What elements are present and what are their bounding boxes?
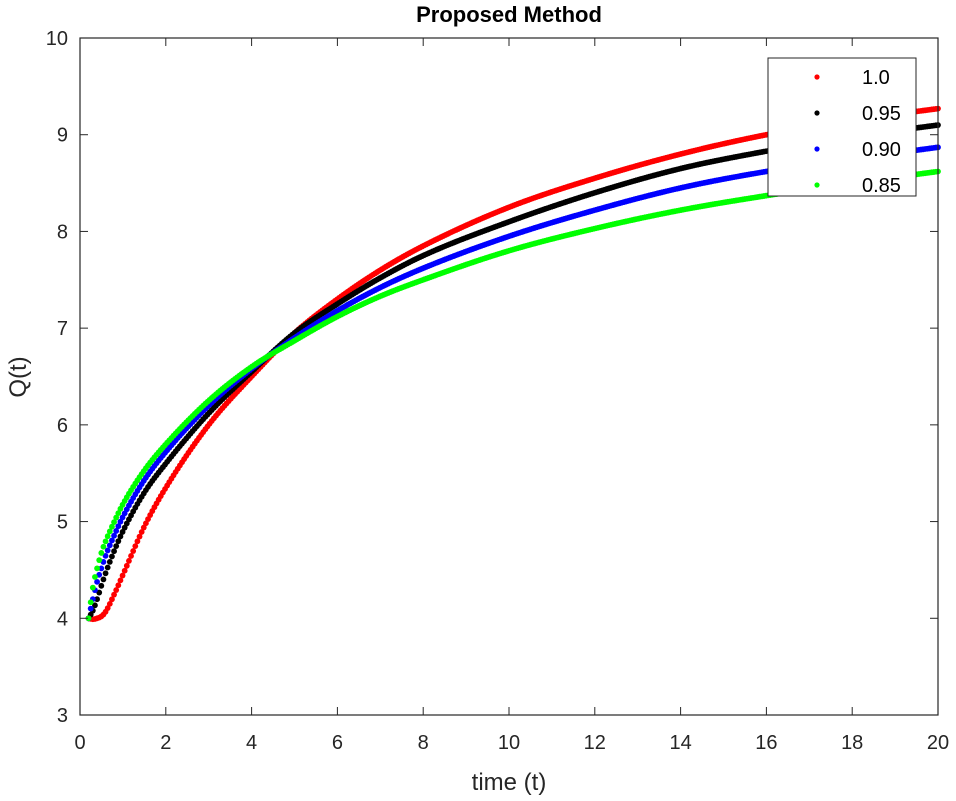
series-point <box>140 524 147 531</box>
chart-title: Proposed Method <box>416 2 602 27</box>
y-axis-label: Q(t) <box>5 356 32 397</box>
y-tick-label: 4 <box>57 608 68 630</box>
series-point <box>111 591 117 598</box>
series-point <box>128 553 134 559</box>
x-tick-label: 6 <box>332 732 343 754</box>
series-point <box>109 537 115 544</box>
series-point <box>96 557 103 564</box>
series-point <box>106 559 113 565</box>
series-point <box>102 552 109 559</box>
legend-marker <box>814 146 820 152</box>
series-point <box>119 529 126 535</box>
y-tick-label: 6 <box>57 415 68 437</box>
legend: 1.0 0.95 0.90 0.85 <box>767 57 917 197</box>
series-point <box>117 518 124 525</box>
series-point <box>92 574 98 580</box>
series-point <box>113 543 120 550</box>
legend-label: 0.95 <box>862 103 901 125</box>
series-point <box>87 599 94 606</box>
series-point <box>104 547 111 554</box>
series-point <box>98 550 105 556</box>
series-point <box>109 553 115 560</box>
series-point <box>92 602 98 609</box>
series-point <box>115 523 122 530</box>
x-tick-label: 8 <box>418 732 429 754</box>
y-tick-label: 8 <box>57 221 68 243</box>
legend-marker <box>814 182 820 188</box>
legend-box <box>767 57 917 197</box>
x-tick-label: 14 <box>669 732 691 754</box>
series-point <box>98 565 105 572</box>
series-point <box>100 543 107 550</box>
legend-marker <box>814 74 820 80</box>
series-point <box>117 533 124 540</box>
series-point <box>104 533 111 540</box>
series-point <box>106 528 113 535</box>
series-point <box>102 570 109 577</box>
x-axis-label: time (t) <box>472 769 547 796</box>
y-tick-label: 7 <box>57 318 68 340</box>
series-point <box>113 528 120 534</box>
series-point <box>111 532 117 539</box>
series-point <box>109 523 115 530</box>
series-point <box>96 589 103 596</box>
series-point <box>89 584 96 591</box>
x-tick-label: 4 <box>246 732 257 754</box>
series-point <box>115 538 122 545</box>
x-tick-label: 18 <box>841 732 863 754</box>
series-point <box>111 519 117 526</box>
y-tick-label: 9 <box>57 125 68 147</box>
series-point <box>117 577 124 584</box>
series-point <box>106 542 113 549</box>
series-point <box>102 538 109 545</box>
series-point <box>121 567 128 574</box>
series-point <box>123 562 130 569</box>
legend-label: 0.90 <box>862 139 901 161</box>
y-tick-label: 5 <box>57 512 68 534</box>
legend-marker <box>814 110 820 116</box>
series-point <box>115 510 122 517</box>
series-point <box>109 596 115 603</box>
x-tick-label: 20 <box>927 732 949 754</box>
series-point <box>138 529 145 535</box>
series-point <box>104 564 111 571</box>
series-point <box>126 558 132 564</box>
series-point <box>113 514 120 521</box>
y-tick-label: 3 <box>57 705 68 727</box>
series-point <box>94 596 100 603</box>
series-point <box>98 582 105 589</box>
series-point <box>94 578 100 585</box>
series-point <box>94 565 100 572</box>
series-point <box>115 582 122 589</box>
series-point <box>85 615 92 622</box>
series-point <box>119 572 126 579</box>
x-tick-label: 10 <box>498 732 520 754</box>
legend-label: 1.0 <box>862 67 890 89</box>
series-point <box>134 538 141 545</box>
series-point <box>130 548 137 554</box>
ticks-layer: 0 2 4 6 8 10 12 14 16 18 20 3 4 5 6 7 8 9 10 <box>46 28 949 754</box>
x-tick-label: 0 <box>74 732 85 754</box>
y-tick-label: 10 <box>46 28 68 50</box>
x-tick-label: 2 <box>160 732 171 754</box>
series-point <box>87 605 94 612</box>
x-tick-label: 12 <box>584 732 606 754</box>
series-point <box>136 533 143 540</box>
legend-label: 0.85 <box>862 175 901 197</box>
series-point <box>132 543 139 550</box>
x-tick-label: 16 <box>755 732 777 754</box>
series-point <box>100 576 107 583</box>
series-point <box>113 587 120 593</box>
series-point <box>111 548 117 555</box>
series-point <box>106 600 113 607</box>
